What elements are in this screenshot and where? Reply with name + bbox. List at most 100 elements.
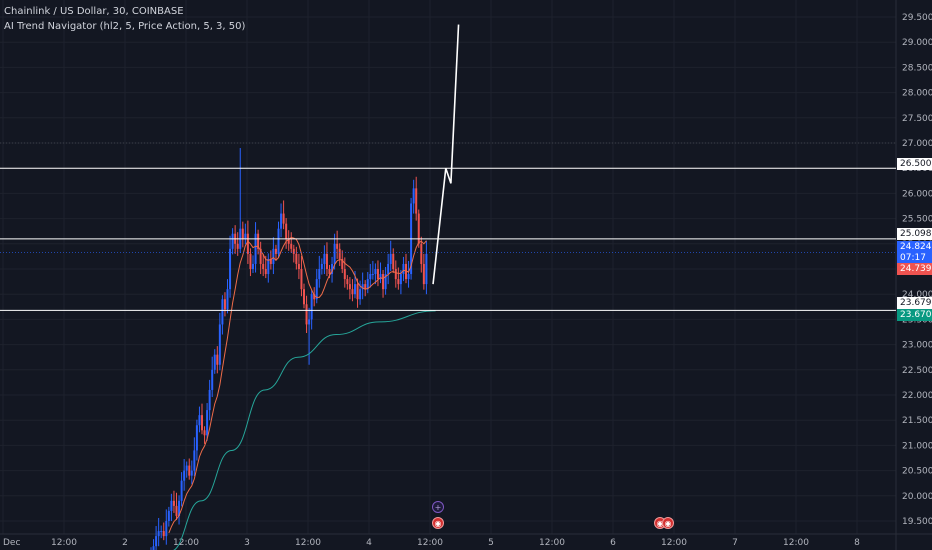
candle-body	[425, 253, 428, 285]
candle-body	[333, 243, 336, 264]
time-tick-label: 12:00	[295, 538, 321, 548]
candle-body	[394, 269, 397, 280]
price-tick-label: 22.000	[902, 391, 932, 401]
time-tick-label: Dec	[3, 538, 20, 548]
candle-body	[178, 500, 181, 516]
candle-body	[384, 274, 387, 290]
time-tick-label: 4	[366, 538, 372, 548]
candle-body	[387, 263, 390, 275]
candle-body	[223, 299, 226, 310]
candle-body	[366, 279, 369, 290]
candle-body	[172, 500, 175, 506]
candle-body	[422, 263, 425, 285]
candle-body	[157, 531, 160, 537]
time-tick-label: 2	[122, 538, 128, 548]
time-tick-label: 6	[610, 538, 616, 548]
candle-body	[155, 536, 158, 547]
price-tick-label: 21.500	[902, 416, 932, 426]
fast-ma-line	[168, 236, 427, 534]
indicator-title[interactable]: AI Trend Navigator (hl2, 5, Price Action…	[4, 21, 246, 32]
candle-body	[285, 223, 288, 239]
last-price-badge: 24.824	[897, 241, 932, 253]
candle-body	[216, 354, 219, 365]
time-tick-label: 12:00	[783, 538, 809, 548]
candle-body	[313, 294, 316, 300]
candle-body	[389, 253, 392, 264]
time-tick-label: 12:00	[539, 538, 565, 548]
price-tick-label: 27.000	[902, 139, 932, 149]
symbol-title[interactable]: Chainlink / US Dollar, 30, COINBASE	[4, 6, 184, 17]
candle-body	[213, 354, 216, 370]
candle-body	[241, 228, 244, 239]
candle-body	[320, 263, 323, 269]
candle-body	[295, 253, 298, 264]
price-tick-label: 27.500	[902, 114, 932, 124]
candle-body	[412, 188, 415, 204]
time-tick-label: 7	[732, 538, 738, 548]
candle-body	[292, 248, 295, 254]
candle-body	[371, 274, 374, 276]
candle-body	[231, 233, 234, 249]
candle-body	[402, 263, 405, 275]
price-tick-label: 28.000	[902, 89, 932, 99]
price-tick-label: 25.500	[902, 215, 932, 225]
candle-body	[303, 289, 305, 305]
price-tick-label: 26.000	[902, 189, 932, 199]
candle-body	[221, 299, 224, 325]
candle-body	[175, 505, 178, 516]
candle-body	[254, 233, 257, 264]
time-tick-label: 12:00	[661, 538, 687, 548]
candle-body	[290, 243, 293, 249]
candle-body	[208, 389, 211, 411]
candle-body	[211, 369, 214, 390]
candle-body	[359, 289, 362, 300]
plus-event-icon[interactable]: +	[432, 501, 444, 513]
candle-body	[152, 546, 155, 550]
candle-body	[201, 415, 203, 431]
price-tick-label: 21.000	[902, 441, 932, 451]
price-tick-label: 19.500	[902, 517, 932, 527]
candle-body	[374, 269, 377, 275]
candle-body	[262, 263, 265, 269]
candle-body	[165, 521, 168, 537]
us-flag-event-icon-3[interactable]: ◉	[662, 517, 674, 529]
candle-body	[308, 319, 311, 325]
candle-body	[331, 263, 334, 275]
candle-body	[282, 213, 285, 224]
level-23679-badge: 23.679	[897, 297, 932, 309]
candle-body	[236, 243, 239, 249]
level-26500-badge: 26.500	[897, 158, 932, 170]
candle-body	[264, 269, 267, 275]
candle-body	[252, 263, 254, 269]
candle-body	[300, 269, 303, 290]
candle-body	[315, 279, 318, 300]
candle-body	[277, 228, 280, 254]
candle-body	[226, 289, 229, 310]
candle-body	[272, 248, 275, 264]
slow-ma-badge: 23.670	[897, 309, 932, 321]
candle-body	[287, 238, 290, 244]
us-flag-event-icon[interactable]: ◉	[432, 517, 444, 529]
price-tick-label: 24.000	[902, 290, 932, 300]
candle-body	[348, 284, 351, 290]
countdown-badge: 07:17	[897, 252, 932, 264]
price-tick-label: 22.500	[902, 366, 932, 376]
candle-body	[415, 188, 418, 214]
candle-body	[420, 243, 423, 264]
candle-body	[257, 233, 260, 249]
price-tick-label: 28.500	[902, 63, 932, 73]
candle-body	[361, 284, 364, 290]
slow-ma-line	[172, 310, 436, 550]
candle-body	[338, 248, 341, 259]
candle-body	[267, 258, 270, 275]
projection-path[interactable]	[432, 24, 460, 285]
candle-body	[246, 233, 249, 254]
candle-body	[269, 258, 272, 264]
candle-body	[407, 274, 410, 280]
candle-body	[203, 430, 206, 436]
candle-body	[364, 284, 367, 290]
candle-body	[328, 269, 331, 275]
candle-body	[341, 258, 344, 269]
